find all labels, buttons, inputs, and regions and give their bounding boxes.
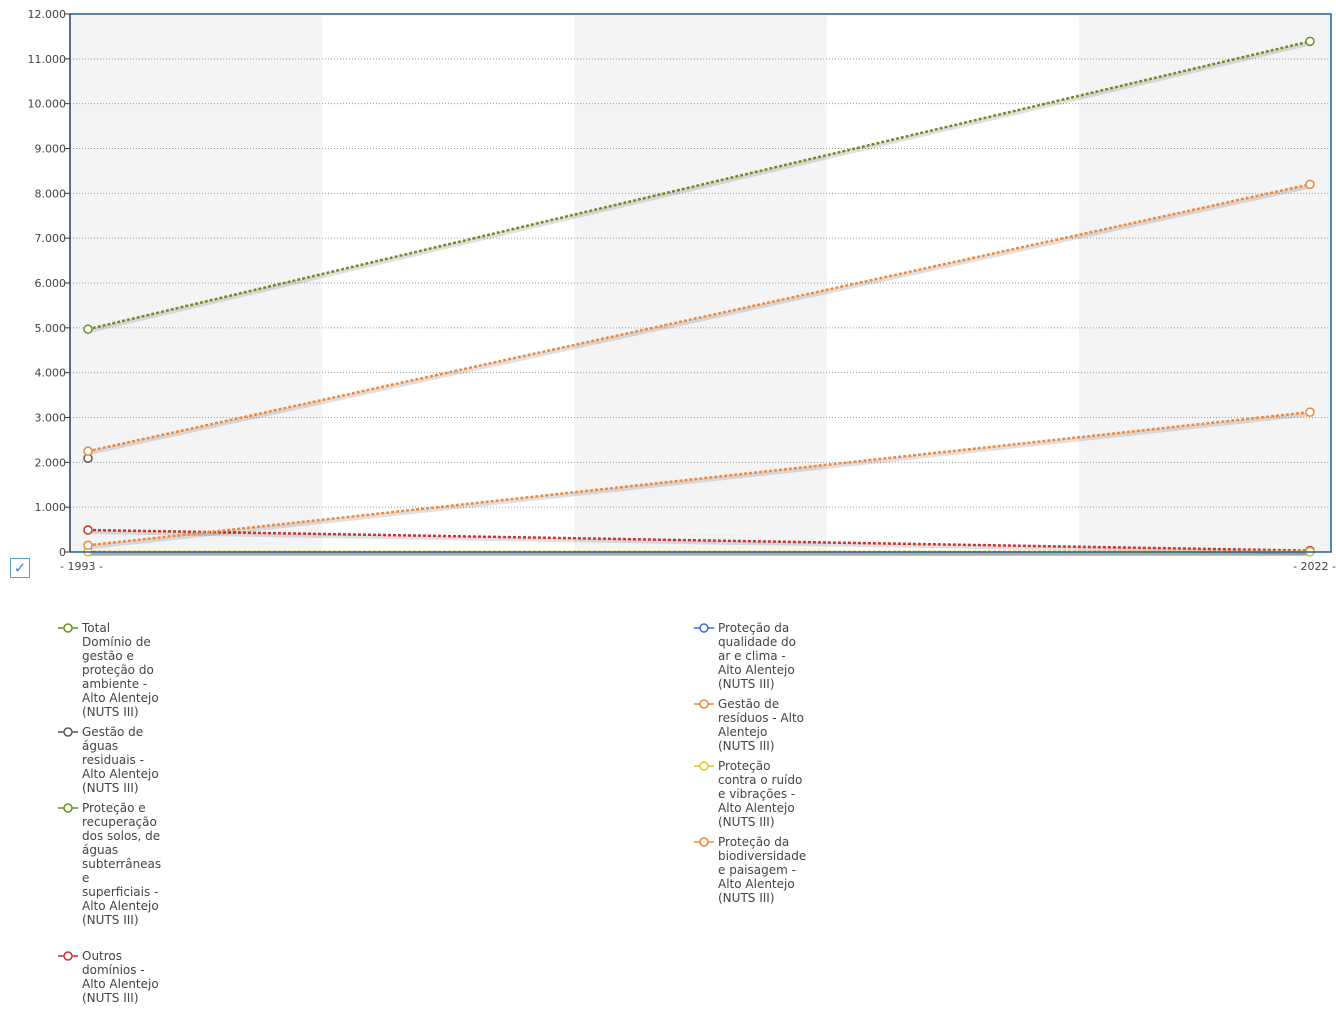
data-point (1305, 407, 1315, 417)
legend-column-left: Total Domínio de gestão e proteção do am… (58, 621, 161, 1011)
legend-marker-icon (694, 837, 714, 847)
legend-label: Gestão de águas residuais - Alto Alentej… (82, 725, 159, 795)
legend-item[interactable]: Gestão de resíduos - Alto Alentejo (NUTS… (694, 697, 806, 753)
legend-label: Outros domínios - Alto Alentejo (NUTS II… (82, 949, 159, 1005)
series-line (87, 40, 1311, 331)
y-tick-label: 10.000 (28, 98, 67, 111)
chart: 0 1.000 2.000 3.000 4.000 5.000 6.000 7.000 8.00… (28, 8, 1336, 573)
y-tick-label: 9.000 (35, 143, 67, 156)
legend-label: Total Domínio de gestão e proteção do am… (82, 621, 159, 719)
legend-marker-icon (694, 623, 714, 633)
y-tick-label: 5.000 (35, 322, 67, 335)
data-point (83, 324, 93, 334)
legend-marker-icon (694, 761, 714, 771)
x-tick-label: - 1993 - (60, 560, 103, 573)
legend-label: Proteção da qualidade do ar e clima - Al… (718, 621, 796, 691)
data-point (83, 525, 93, 535)
legend-column-right: Proteção da qualidade do ar e clima - Al… (694, 621, 806, 911)
legend-marker-icon (58, 803, 78, 813)
data-point (83, 540, 93, 551)
legend-marker-icon (58, 727, 78, 737)
legend-label: Proteção e recuperação dos solos, de águ… (82, 801, 162, 927)
legend-item[interactable]: Total Domínio de gestão e proteção do am… (58, 621, 161, 719)
y-tick-label: 8.000 (35, 187, 67, 200)
legend-marker-icon (58, 951, 78, 961)
legend-item[interactable]: Proteção e recuperação dos solos, de águ… (58, 801, 161, 927)
y-tick-label: 6.000 (35, 277, 67, 290)
x-axis-ticks: - 1993 - - 2022 - (60, 560, 1336, 573)
series-line (87, 528, 1311, 552)
series-line-shadow (88, 184, 1312, 456)
legend-label: Proteção da biodiversidade e paisagem - … (718, 835, 807, 905)
x-tick-label: - 2022 - (1293, 560, 1336, 573)
legend-marker-icon (58, 623, 78, 633)
series-line-shadow (88, 412, 1312, 550)
data-point (83, 446, 93, 456)
legend-label: Gestão de resíduos - Alto Alentejo (NUTS… (718, 697, 805, 753)
legend-item[interactable]: Outros domínios - Alto Alentejo (NUTS II… (58, 949, 161, 1005)
series-line-shadow (88, 41, 1312, 334)
legend-item[interactable]: Gestão de águas residuais - Alto Alentej… (58, 725, 161, 795)
y-tick-label: 4.000 (35, 367, 67, 380)
series-line-shadow (88, 530, 1312, 555)
data-point (1305, 179, 1315, 190)
y-tick-label: 11.000 (28, 53, 67, 66)
legend-item[interactable]: Proteção contra o ruído e vibrações - Al… (694, 759, 806, 829)
legend-label: Proteção contra o ruído e vibrações - Al… (718, 759, 803, 829)
select-all-checkbox[interactable]: ✓ (10, 558, 30, 578)
y-tick-label: 1.000 (35, 501, 67, 514)
y-tick-label: 3.000 (35, 412, 67, 425)
y-tick-label: 0 (59, 546, 66, 559)
data-point (1305, 36, 1315, 47)
y-tick-label: 12.000 (28, 8, 67, 21)
y-tick-label: 7.000 (35, 232, 67, 245)
y-axis-ticks: 0 1.000 2.000 3.000 4.000 5.000 6.000 7.000 8.00… (28, 8, 70, 559)
legend-item[interactable]: Proteção da qualidade do ar e clima - Al… (694, 621, 806, 691)
legend-item[interactable]: Proteção da biodiversidade e paisagem - … (694, 835, 806, 905)
series-line (87, 183, 1311, 453)
y-tick-label: 2.000 (35, 456, 67, 469)
legend-marker-icon (694, 699, 714, 709)
